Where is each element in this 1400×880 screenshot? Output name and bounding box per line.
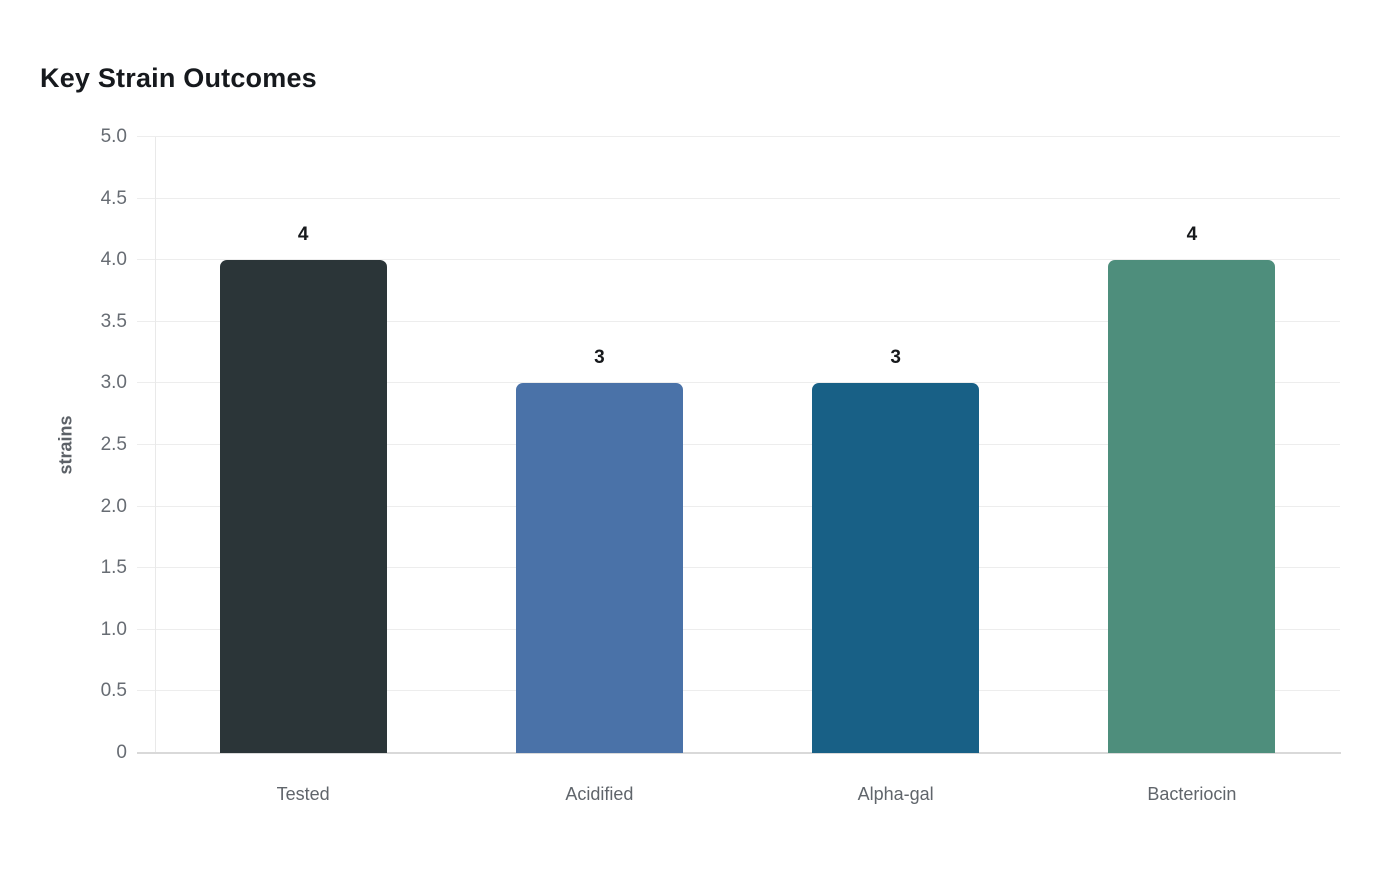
x-axis-line [137, 752, 1341, 754]
bar-acidified [515, 383, 683, 753]
bar-alpha-gal [812, 383, 980, 753]
gridline-y-3.0 [137, 382, 1340, 384]
y-tick-label-1.0: 1.0 [100, 618, 127, 640]
bar-bacteriocin [1108, 260, 1276, 753]
x-tick-label-acidified: Acidified [565, 784, 634, 804]
y-tick-label-0: 0 [116, 742, 127, 763]
y-tick-label-3.5: 3.5 [100, 310, 127, 332]
gridline-y-2.0 [137, 505, 1340, 507]
gridline-y-2.5 [137, 444, 1340, 445]
y-axis-line [155, 137, 156, 753]
x-tick-label-alpha-gal: Alpha-gal [857, 784, 934, 804]
gridline-y-3.5 [137, 320, 1340, 322]
gridline-y-1.5 [137, 567, 1340, 569]
plot-area: 0 0.5 1.0 1.5 2.0 2.5 3.0 3.5 4.0 4.5 5.0 strains 4 T… [56, 126, 1341, 804]
value-label-bacteriocin: 4 [1186, 224, 1198, 246]
y-tick-label-2.5: 2.5 [100, 434, 127, 455]
gridline-y-0.5 [137, 690, 1340, 692]
chart-title: Key Strain Outcomes [40, 63, 317, 93]
y-tick-label-0.5: 0.5 [100, 680, 127, 702]
x-tick-label-tested: Tested [276, 784, 330, 804]
y-tick-label-4.0: 4.0 [100, 249, 127, 271]
y-tick-label-4.5: 4.5 [100, 187, 127, 209]
y-tick-label-2.0: 2.0 [100, 495, 127, 517]
value-label-acidified: 3 [594, 347, 605, 369]
x-tick-label-bacteriocin: Bacteriocin [1147, 784, 1237, 804]
value-label-tested: 4 [297, 224, 309, 246]
y-axis-title: strains [55, 415, 76, 475]
y-tick-label-3.0: 3.0 [100, 372, 127, 394]
y-tick-label-5.0: 5.0 [100, 126, 127, 147]
value-label-alpha-gal: 3 [890, 347, 901, 369]
bar-tested [219, 260, 387, 753]
gridline-y-4.0 [137, 259, 1340, 261]
gridline-y-5.0 [137, 136, 1340, 137]
gridline-y-4.5 [137, 197, 1340, 199]
y-tick-label-1.5: 1.5 [100, 557, 127, 579]
gridline-y-1.0 [137, 628, 1340, 630]
